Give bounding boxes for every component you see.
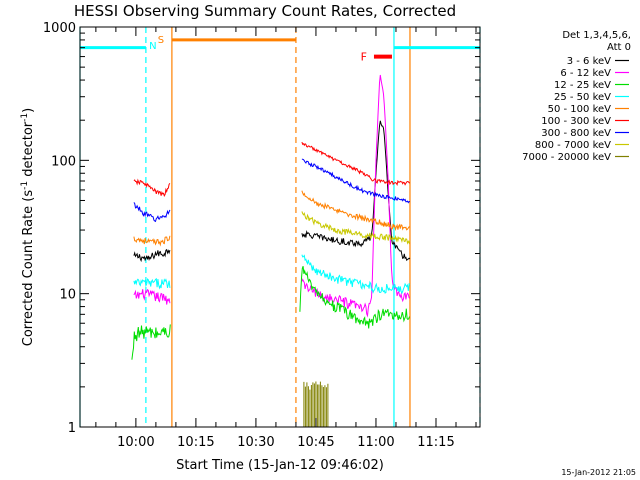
chart-title: HESSI Observing Summary Count Rates, Cor… [74, 2, 456, 20]
axes: 1 10 100 1000 10:00 10:15 10:30 10:45 11:00 11:15 [43, 21, 480, 450]
y-tick-label: 1000 [43, 21, 76, 36]
series-line-50-100-kev [133, 235, 171, 247]
legend-entry-label: 3 - 6 keV [567, 56, 611, 67]
y-axis-label: Corrected Count Rate (s-1 detector-1) [20, 108, 36, 346]
series-line-6-12-kev [133, 288, 171, 305]
series-line-50-100-kev [301, 190, 411, 232]
x-tick-label: 10:45 [297, 435, 334, 450]
series-line-7000-20000-kev [303, 381, 329, 427]
x-tick-label: 10:15 [177, 435, 214, 450]
series-line-800-7000-kev [301, 211, 411, 245]
x-tick-label: 11:15 [417, 435, 454, 450]
x-axis-label: Start Time (15-Jan-12 09:46:02) [176, 458, 384, 473]
series-line-6-12-kev [301, 74, 411, 318]
x-tick-label: 11:00 [357, 435, 394, 450]
x-tick-label: 10:00 [117, 435, 154, 450]
series-line-25-50-kev [301, 254, 411, 295]
series-line-100-300-kev [301, 141, 411, 186]
series-line-12-25-kev [131, 324, 171, 360]
series-lines [131, 74, 411, 427]
legend-entry-label: 300 - 800 keV [541, 128, 611, 139]
legend-entry-label: 800 - 7000 keV [535, 140, 611, 151]
legend-entry-label: 100 - 300 keV [541, 116, 611, 127]
y-tick-label: 100 [51, 154, 76, 169]
legend-entry-label: 12 - 25 keV [554, 80, 611, 91]
series-line-300-800-kev [301, 158, 411, 204]
plot-frame [79, 26, 481, 428]
series-line-300-800-kev [133, 202, 171, 223]
legend-entry-label: 6 - 12 keV [560, 68, 611, 79]
series-line-100-300-kev [133, 178, 171, 197]
flare-label: F [361, 51, 367, 64]
legend-entry-label: 7000 - 20000 keV [522, 152, 611, 163]
series-line-12-25-kev [299, 266, 410, 329]
series-line-3-6-kev [133, 248, 171, 263]
saa-label: S [158, 35, 164, 46]
footer-timestamp: 15-Jan-2012 21:05 [561, 468, 636, 477]
series-line-3-6-kev [301, 120, 411, 262]
legend-header: Det 1,3,4,5,6, [562, 30, 631, 41]
legend-entry-label: 50 - 100 keV [548, 104, 612, 115]
legend-header: Att 0 [607, 42, 631, 53]
y-tick-label: 1 [68, 421, 76, 436]
x-tick-label: 10:30 [237, 435, 274, 450]
legend-entry-label: 25 - 50 keV [554, 92, 611, 103]
series-line-25-50-kev [133, 277, 171, 290]
night-label: N [149, 41, 156, 52]
y-tick-label: 10 [59, 288, 76, 303]
